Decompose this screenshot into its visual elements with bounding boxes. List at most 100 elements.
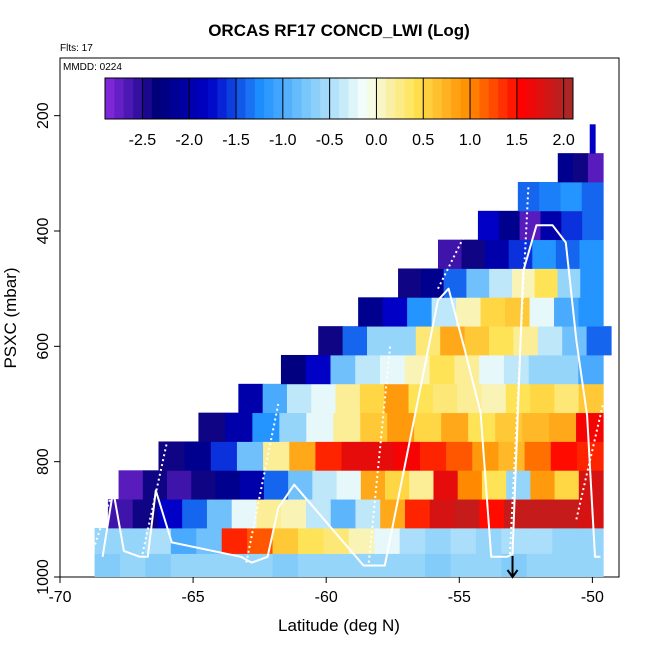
heatmap-cell [94,553,121,577]
colorbar-label: -1.0 [269,132,297,149]
heatmap-cell [578,499,604,529]
heatmap-cell [528,499,555,529]
heatmap-cell [425,527,452,555]
heatmap-cell [236,441,264,471]
heatmap-cell [272,527,299,555]
colorbar-swatch [133,78,143,119]
heatmap-cell [215,470,241,500]
heatmap-cell [247,553,274,577]
heatmap-cell [456,297,482,327]
flight-track-dotted [245,403,280,563]
heatmap-cell [288,470,313,500]
flight-track-layer [90,184,604,567]
colorbar-swatch [301,78,312,119]
heatmap-cell [560,181,583,212]
y-axis: 200 400 600 800 1000 PSXC (mbar) [1,102,60,595]
heatmap-cell [429,354,455,385]
heatmap-cell [107,499,134,529]
heatmap-cell [305,354,332,385]
heatmap-cell [374,553,401,577]
heatmap-cell [311,383,337,414]
x-tick-label: -55 [448,589,471,606]
heatmap-cell [579,239,604,269]
marker-arrow [506,556,519,579]
heatmap-cell [537,326,563,356]
heatmap-cell [450,553,477,577]
heatmap-cell [367,441,395,471]
heatmap-cell [513,326,539,356]
colorbar-swatch [451,78,462,119]
heatmap-cell [532,239,557,269]
heatmap-cell [335,383,361,414]
heatmap-cell [323,553,350,577]
heatmap-cell [441,412,469,442]
heatmap-cell [281,499,307,529]
heatmap-cell [419,441,447,471]
heatmap-cell [359,383,385,414]
heatmap-cell [429,499,456,529]
flight-track-line [101,224,601,567]
colorbar-swatch [339,78,349,119]
heatmap-cell [348,553,375,577]
heatmap-cell [252,412,280,442]
heatmap-cell [479,499,505,529]
heatmap-cell [279,412,307,442]
x-tick-marks [59,577,593,583]
heatmap-cell [263,470,289,500]
heatmap-cell [554,383,580,414]
heatmap-cell [341,441,369,471]
heatmap-cell [501,527,528,555]
heatmap-cell [145,553,172,577]
heatmap-cell [225,412,253,442]
heatmap-cell [589,124,596,154]
heatmap-cell [485,239,510,269]
heatmap-cell [158,441,186,471]
colorbar: -2.5 -2.0 -1.5 -1.0 -0.5 0.0 0.5 1.0 1.5… [104,77,575,149]
heatmap-cell [297,553,324,577]
heatmap-cell [355,354,381,385]
heatmap-cell [263,441,290,471]
colorbar-ticks [141,78,565,119]
colorbar-swatch [367,78,377,119]
heatmap-cell [553,354,579,385]
heatmap-cell [94,527,121,555]
heatmap-cell [572,153,589,183]
heatmap-cell [399,527,426,555]
heatmap-cell [480,297,506,327]
date-note: MMDD: 0224 [63,62,122,73]
y-axis-label: PSXC (mbar) [1,267,20,368]
colorbar-swatch [329,78,340,119]
colorbar-swatch [385,78,396,119]
heatmap-cell [167,470,192,500]
heatmap-cell [539,181,562,212]
colorbar-swatch [310,78,321,119]
heatmap-cell [554,470,580,500]
y-tick-label: 600 [35,333,52,360]
colorbar-swatch [376,78,387,119]
heatmap-cell [198,412,226,442]
heatmap-cell [414,412,442,442]
colorbar-swatch [470,78,480,119]
heatmap-cell [170,553,197,577]
heatmap-cell [432,383,458,414]
heatmap-cell [524,441,552,471]
heatmap-cell [437,239,463,269]
x-tick-labels: -70 -65 -60 -55 -50 [48,589,604,606]
heatmap-cell [466,268,490,298]
chart-title: ORCAS RF17 CONCD_LWI (Log) [208,21,470,40]
heatmap-cell [191,470,217,500]
heatmap-cell [297,527,324,555]
heatmap-cell [323,527,350,555]
heatmap-cell [576,412,604,442]
heatmap-cell [450,527,477,555]
colorbar-swatch [114,78,125,119]
colorbar-swatch [273,78,284,119]
heatmap-cell [425,553,452,577]
colorbar-swatch [479,78,490,119]
colorbar-swatch [123,78,134,119]
heatmap-cell [529,297,555,327]
heatmap-cell [587,153,604,183]
colorbar-swatch [516,78,527,119]
colorbar-swatch [264,78,274,119]
